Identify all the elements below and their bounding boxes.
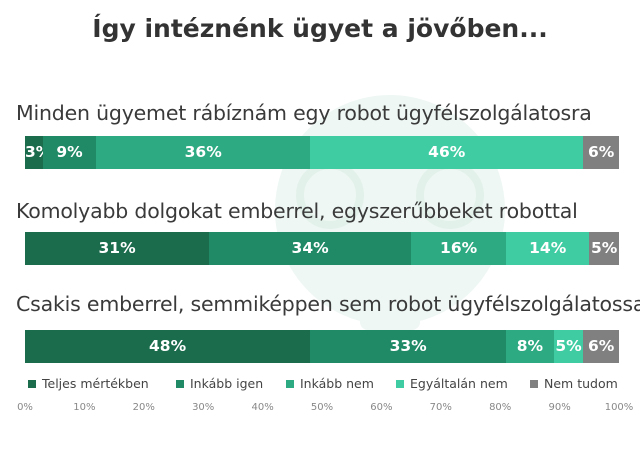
x-tick-label: 50% [310,402,334,413]
legend-item: Teljes mértékben [28,374,149,394]
x-tick-label: 30% [192,402,215,413]
legend-label: Inkább igen [190,376,264,391]
x-tick-label: 90% [548,402,571,413]
legend-swatch [530,380,538,388]
legend-swatch [28,380,36,388]
bar-segment [209,232,412,265]
legend-item: Inkább nem [286,374,374,394]
bar-segment [583,136,619,169]
legend-label: Egyáltalán nem [410,376,508,391]
data-label: 5% [555,337,582,355]
bar-segment [96,136,311,169]
legend-swatch [286,380,294,388]
data-label: 36% [184,143,222,161]
data-label: 33% [389,337,427,355]
bar-segment [506,330,554,363]
x-tick-label: 100% [604,402,634,413]
data-label: 3% [25,143,52,161]
bar-segment [25,330,311,363]
legend-swatch [176,380,184,388]
bar-segment [310,330,507,363]
x-tick-label: 60% [370,402,393,413]
chart-title: Így intéznénk ügyet a jövőben... [92,14,548,43]
data-label: 46% [428,143,466,161]
legend-label: Inkább nem [300,376,374,391]
data-label: 34% [291,239,329,257]
bar-segment [589,232,619,265]
category-label: Csakis emberrel, semmiképpen sem robot ü… [16,292,640,316]
legend-item: Inkább igen [176,374,263,394]
data-label: 31% [98,239,136,257]
bar-segment [553,330,584,363]
data-label: 48% [149,337,187,355]
bar-segment [411,232,507,265]
data-label: 14% [529,239,567,257]
bar-segment [25,232,210,265]
stacked-bar-row: 48% 33% 8% 5% 6% [25,330,619,363]
data-label: 8% [516,337,544,355]
x-tick-label: 10% [73,402,96,413]
x-tick-label: 70% [429,402,452,413]
legend: Teljes mértékben Inkább igen Inkább nem Egy… [0,374,640,394]
data-label: 6% [588,143,615,161]
bar-segment [42,136,97,169]
x-tick-label: 40% [251,402,274,413]
bar-segment [506,232,590,265]
legend-swatch [396,380,404,388]
stacked-bar-row: 31% 34% 16% 14% 5% [25,232,619,265]
x-tick-label: 0% [17,402,33,413]
data-label: 9% [56,143,83,161]
data-label: 16% [440,239,478,257]
legend-item: Nem tudom [530,374,618,394]
x-tick-label: 80% [489,402,512,413]
legend-label: Teljes mértékben [42,376,149,391]
category-label: Komolyabb dolgokat emberrel, egyszerűbbe… [16,199,578,223]
bar-segment [310,136,584,169]
bar-segment [25,136,43,169]
legend-item: Egyáltalán nem [396,374,508,394]
data-label: 5% [590,239,618,257]
stacked-bar-row: 3% 9% 36% 46% 6% [25,136,619,169]
bar-segment [583,330,619,363]
category-label: Minden ügyemet rábíznám egy robot ügyfél… [16,101,592,125]
legend-label: Nem tudom [544,376,618,391]
x-tick-label: 20% [132,402,155,413]
data-label: 6% [588,337,615,355]
